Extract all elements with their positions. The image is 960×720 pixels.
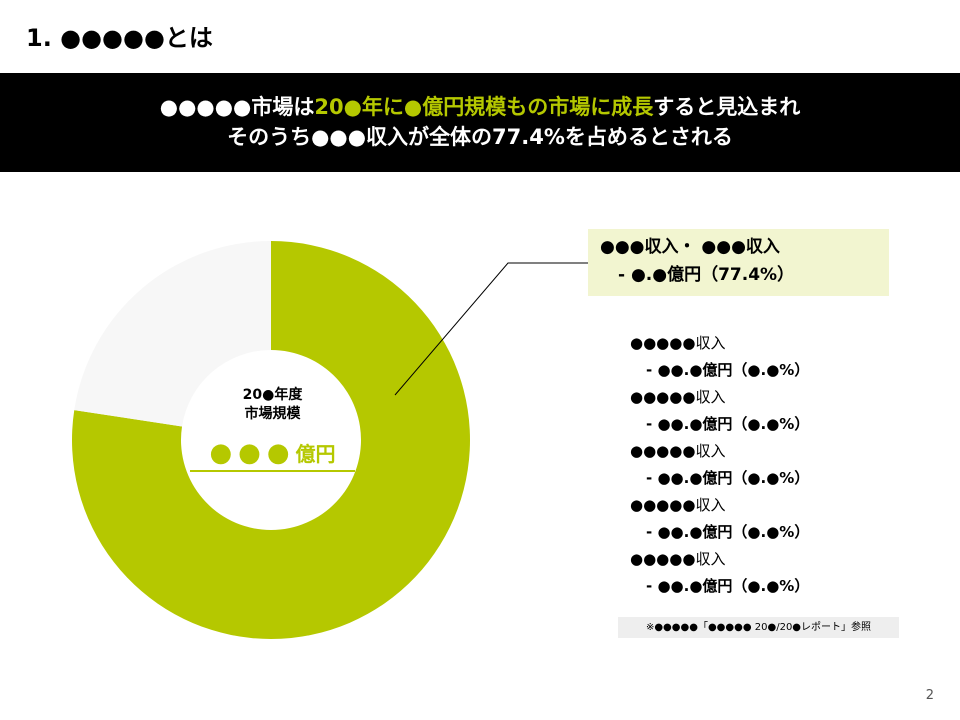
- item-name: ●●●●●収入: [630, 388, 726, 406]
- callout-box: ●●●収入・ ●●●収入 - ●.●億円（77.4%）: [588, 229, 889, 296]
- donut-slice-0: [72, 241, 471, 639]
- item-value: - ●●.●億円（●.●%）: [646, 415, 810, 433]
- headline-banner: ●●●●●市場は20●年に●億円規模もの市場に成長すると見込まれ そのうち●●●…: [0, 73, 960, 172]
- item-name: ●●●●●収入: [630, 334, 726, 352]
- banner-text: すると見込まれ: [653, 95, 801, 119]
- breakdown-list: ●●●●●収入 - ●●.●億円（●.●%） ●●●●●収入 - ●●.●億円（●.…: [630, 330, 809, 600]
- donut-center-label: 20●年度 市場規模: [190, 386, 355, 424]
- callout-line1: ●●●収入・ ●●●収入: [600, 237, 780, 257]
- list-item: ●●●●●収入 - ●●.●億円（●.●%）: [630, 330, 809, 384]
- banner-line2: そのうち●●●収入が全体の77.4%を占めるとされる: [227, 125, 733, 149]
- callout-leader-line: [394, 262, 588, 396]
- banner-text: ●●●●●市場は: [159, 95, 315, 119]
- list-item: ●●●●●収入 - ●●.●億円（●.●%）: [630, 546, 809, 600]
- list-item: ●●●●●収入 - ●●.●億円（●.●%）: [630, 492, 809, 546]
- list-item: ●●●●●収入 - ●●.●億円（●.●%）: [630, 438, 809, 492]
- banner-highlight: 20●年に●億円規模もの市場に成長: [314, 95, 654, 119]
- item-value: - ●●.●億円（●.●%）: [646, 361, 810, 379]
- page-number: 2: [925, 688, 934, 703]
- donut-slice-1: [74, 241, 271, 427]
- unit-text: 億円: [295, 442, 336, 466]
- callout-line2: - ●.●億円（77.4%）: [618, 265, 795, 285]
- item-name: ●●●●●収入: [630, 550, 726, 568]
- slide-title: 1. ●●●●●とは: [26, 24, 213, 52]
- item-name: ●●●●●収入: [630, 442, 726, 460]
- center-year: 20●年度: [242, 387, 303, 403]
- list-item: ●●●●●収入 - ●●.●億円（●.●%）: [630, 384, 809, 438]
- market-size-value: ●●●億円: [190, 436, 355, 472]
- center-caption: 市場規模: [244, 406, 301, 422]
- item-value: - ●●.●億円（●.●%）: [646, 469, 810, 487]
- source-note: ※●●●●●「●●●●● 20●/20●レポート」参照: [618, 617, 899, 638]
- item-name: ●●●●●収入: [630, 496, 726, 514]
- item-value: - ●●.●億円（●.●%）: [646, 523, 810, 541]
- item-value: - ●●.●億円（●.●%）: [646, 577, 810, 595]
- value-text: ●●●: [209, 438, 296, 468]
